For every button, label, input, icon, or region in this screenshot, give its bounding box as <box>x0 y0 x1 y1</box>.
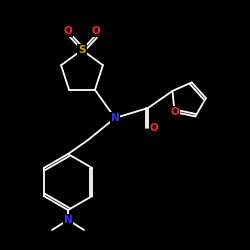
Text: O: O <box>150 123 158 133</box>
Text: O: O <box>92 26 100 36</box>
Text: N: N <box>64 215 72 225</box>
Text: S: S <box>78 45 86 55</box>
Text: O: O <box>170 107 179 117</box>
Text: N: N <box>110 113 120 123</box>
Text: O: O <box>64 26 72 36</box>
